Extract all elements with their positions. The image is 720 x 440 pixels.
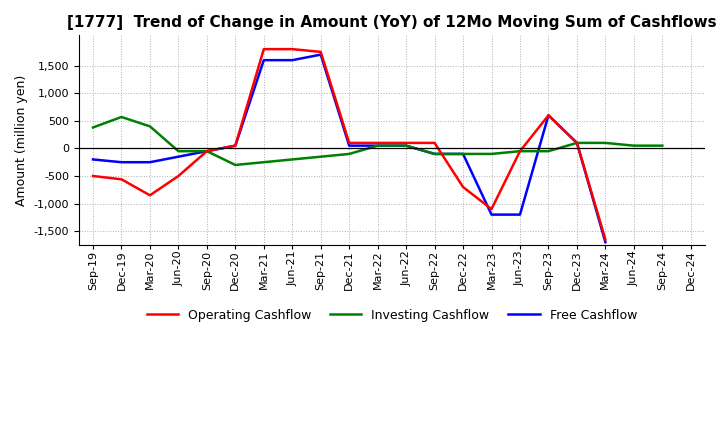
Operating Cashflow — [345, 140, 354, 146]
Free Cashflow — [374, 143, 382, 148]
Investing Cashflow — [572, 140, 581, 146]
Free Cashflow — [431, 151, 439, 157]
Free Cashflow — [544, 113, 553, 118]
Operating Cashflow — [231, 143, 240, 148]
Free Cashflow — [601, 239, 610, 245]
Investing Cashflow — [374, 143, 382, 148]
Operating Cashflow — [374, 140, 382, 146]
Investing Cashflow — [117, 114, 126, 120]
Investing Cashflow — [402, 143, 410, 148]
Free Cashflow — [459, 151, 467, 157]
Operating Cashflow — [202, 149, 211, 154]
Free Cashflow — [487, 212, 496, 217]
Investing Cashflow — [288, 157, 297, 162]
Investing Cashflow — [316, 154, 325, 159]
Line: Free Cashflow: Free Cashflow — [93, 55, 606, 242]
Y-axis label: Amount (million yen): Amount (million yen) — [15, 74, 28, 206]
Free Cashflow — [345, 143, 354, 148]
Operating Cashflow — [487, 206, 496, 212]
Investing Cashflow — [231, 162, 240, 168]
Free Cashflow — [89, 157, 97, 162]
Investing Cashflow — [544, 149, 553, 154]
Operating Cashflow — [431, 140, 439, 146]
Free Cashflow — [145, 160, 154, 165]
Line: Investing Cashflow: Investing Cashflow — [93, 117, 662, 165]
Operating Cashflow — [402, 140, 410, 146]
Investing Cashflow — [202, 149, 211, 154]
Investing Cashflow — [516, 149, 524, 154]
Investing Cashflow — [345, 151, 354, 157]
Investing Cashflow — [89, 125, 97, 130]
Operating Cashflow — [544, 113, 553, 118]
Free Cashflow — [516, 212, 524, 217]
Operating Cashflow — [316, 49, 325, 55]
Line: Operating Cashflow: Operating Cashflow — [93, 49, 606, 239]
Operating Cashflow — [89, 173, 97, 179]
Investing Cashflow — [459, 151, 467, 157]
Investing Cashflow — [487, 151, 496, 157]
Investing Cashflow — [259, 160, 268, 165]
Investing Cashflow — [431, 151, 439, 157]
Free Cashflow — [202, 149, 211, 154]
Free Cashflow — [117, 160, 126, 165]
Operating Cashflow — [516, 149, 524, 154]
Operating Cashflow — [145, 193, 154, 198]
Investing Cashflow — [601, 140, 610, 146]
Operating Cashflow — [459, 184, 467, 190]
Operating Cashflow — [601, 237, 610, 242]
Free Cashflow — [316, 52, 325, 57]
Operating Cashflow — [259, 47, 268, 52]
Investing Cashflow — [174, 149, 183, 154]
Operating Cashflow — [174, 173, 183, 179]
Investing Cashflow — [629, 143, 638, 148]
Free Cashflow — [259, 58, 268, 63]
Investing Cashflow — [145, 124, 154, 129]
Title: [1777]  Trend of Change in Amount (YoY) of 12Mo Moving Sum of Cashflows: [1777] Trend of Change in Amount (YoY) o… — [67, 15, 716, 30]
Operating Cashflow — [117, 177, 126, 182]
Free Cashflow — [174, 154, 183, 159]
Investing Cashflow — [658, 143, 667, 148]
Legend: Operating Cashflow, Investing Cashflow, Free Cashflow: Operating Cashflow, Investing Cashflow, … — [142, 304, 642, 327]
Operating Cashflow — [288, 47, 297, 52]
Free Cashflow — [572, 140, 581, 146]
Free Cashflow — [288, 58, 297, 63]
Free Cashflow — [402, 143, 410, 148]
Operating Cashflow — [572, 140, 581, 146]
Free Cashflow — [231, 143, 240, 148]
